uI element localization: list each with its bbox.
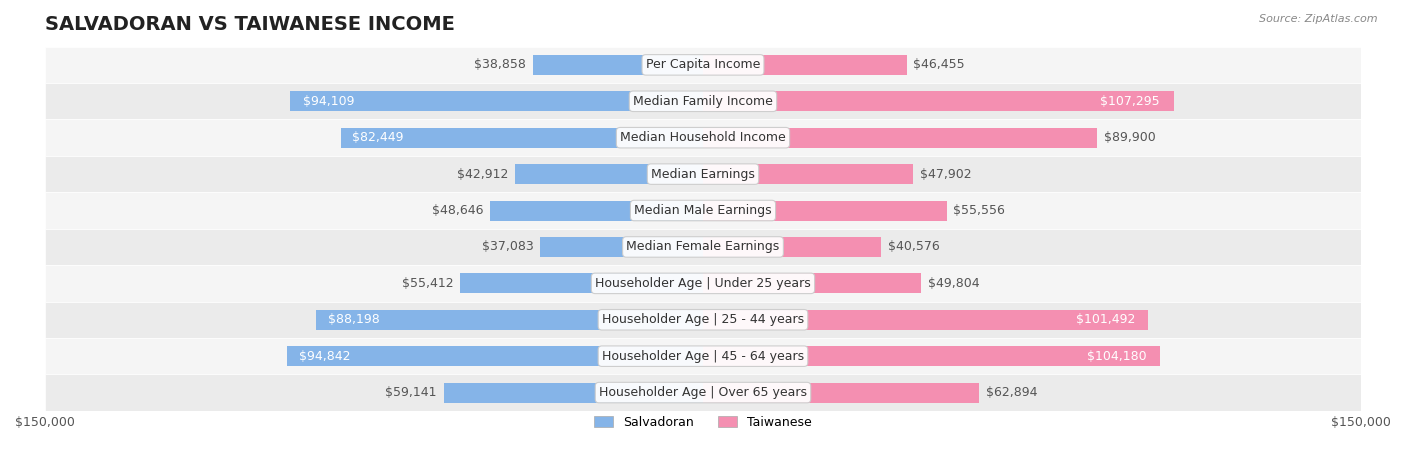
- Text: Median Family Income: Median Family Income: [633, 95, 773, 108]
- Text: Source: ZipAtlas.com: Source: ZipAtlas.com: [1260, 14, 1378, 24]
- Bar: [45, 302, 1361, 338]
- Text: Per Capita Income: Per Capita Income: [645, 58, 761, 71]
- Bar: [45, 229, 1361, 265]
- Bar: [533, 55, 703, 75]
- Text: Householder Age | Over 65 years: Householder Age | Over 65 years: [599, 386, 807, 399]
- Bar: [515, 164, 703, 184]
- Text: Median Male Earnings: Median Male Earnings: [634, 204, 772, 217]
- Bar: [703, 127, 1098, 148]
- Text: $89,900: $89,900: [1104, 131, 1156, 144]
- Text: $62,894: $62,894: [986, 386, 1038, 399]
- Bar: [45, 375, 1361, 411]
- Text: $48,646: $48,646: [432, 204, 484, 217]
- Text: $55,556: $55,556: [953, 204, 1005, 217]
- Text: $49,804: $49,804: [928, 277, 980, 290]
- Bar: [703, 200, 946, 220]
- Bar: [703, 273, 921, 293]
- Bar: [703, 310, 1149, 330]
- Text: $47,902: $47,902: [920, 168, 972, 181]
- Text: Householder Age | 25 - 44 years: Householder Age | 25 - 44 years: [602, 313, 804, 326]
- Bar: [45, 120, 1361, 156]
- Bar: [287, 346, 703, 366]
- Bar: [443, 382, 703, 403]
- Bar: [703, 237, 882, 257]
- Bar: [45, 192, 1361, 229]
- Bar: [703, 91, 1174, 111]
- Text: Median Female Earnings: Median Female Earnings: [627, 241, 779, 254]
- Text: $88,198: $88,198: [328, 313, 380, 326]
- Bar: [316, 310, 703, 330]
- Text: $104,180: $104,180: [1087, 350, 1146, 363]
- Text: $38,858: $38,858: [474, 58, 526, 71]
- Text: $55,412: $55,412: [402, 277, 453, 290]
- Bar: [703, 164, 912, 184]
- Bar: [45, 265, 1361, 302]
- Bar: [703, 346, 1160, 366]
- Text: Householder Age | 45 - 64 years: Householder Age | 45 - 64 years: [602, 350, 804, 363]
- Bar: [342, 127, 703, 148]
- Bar: [45, 338, 1361, 375]
- Bar: [45, 83, 1361, 120]
- Text: $94,109: $94,109: [302, 95, 354, 108]
- Text: $107,295: $107,295: [1099, 95, 1160, 108]
- Text: $42,912: $42,912: [457, 168, 508, 181]
- Bar: [45, 47, 1361, 83]
- Bar: [540, 237, 703, 257]
- Bar: [489, 200, 703, 220]
- Bar: [703, 55, 907, 75]
- Text: SALVADORAN VS TAIWANESE INCOME: SALVADORAN VS TAIWANESE INCOME: [45, 15, 454, 34]
- Bar: [703, 382, 979, 403]
- Bar: [290, 91, 703, 111]
- Text: $37,083: $37,083: [482, 241, 534, 254]
- Text: $101,492: $101,492: [1076, 313, 1135, 326]
- Text: Median Household Income: Median Household Income: [620, 131, 786, 144]
- Text: $40,576: $40,576: [887, 241, 939, 254]
- Bar: [460, 273, 703, 293]
- Text: $82,449: $82,449: [352, 131, 404, 144]
- Text: $46,455: $46,455: [914, 58, 965, 71]
- Bar: [45, 156, 1361, 192]
- Text: Median Earnings: Median Earnings: [651, 168, 755, 181]
- Text: Householder Age | Under 25 years: Householder Age | Under 25 years: [595, 277, 811, 290]
- Legend: Salvadoran, Taiwanese: Salvadoran, Taiwanese: [589, 410, 817, 434]
- Text: $94,842: $94,842: [299, 350, 352, 363]
- Text: $59,141: $59,141: [385, 386, 437, 399]
